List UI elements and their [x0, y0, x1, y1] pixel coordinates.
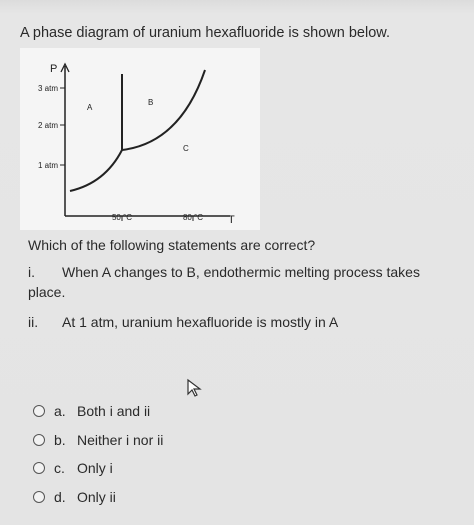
option-letter[interactable]: a. [54, 403, 66, 419]
region-label: B [148, 98, 153, 107]
radio-button[interactable] [33, 490, 45, 503]
statement-continuation: place. [28, 284, 66, 300]
y-tick-label: 2 atm [38, 121, 58, 130]
option-text[interactable]: Both i and ii [77, 403, 151, 419]
region-label: C [183, 144, 189, 153]
prompt: Which of the following statements are co… [28, 237, 316, 253]
vaporization-curve [121, 69, 206, 151]
radio-button[interactable] [33, 462, 45, 474]
diagram-background [20, 48, 260, 230]
sublimation-curve [69, 149, 123, 192]
option-letter[interactable]: d. [54, 488, 66, 505]
cursor [187, 378, 202, 397]
x-tick-label: 80 °C [183, 213, 203, 222]
y-tick-label: 1 atm [38, 161, 58, 170]
statement-text: At 1 atm, uranium hexafluoride is mostly… [62, 314, 339, 330]
intro: A phase diagram of uranium hexafluoride … [20, 25, 390, 41]
y-axis-label: P [50, 63, 57, 75]
region-label: A [87, 103, 93, 112]
option-text[interactable]: Only i [77, 460, 113, 476]
statement-text: When A changes to B, endothermic melting… [62, 264, 420, 280]
x-axis-label: T [228, 214, 235, 226]
radio-button[interactable] [33, 405, 45, 417]
y-arrow [60, 62, 70, 73]
statement-number: ii. [28, 314, 39, 330]
statement-number: i. [28, 264, 35, 280]
phase-diagram: P T 3 atm 2 atm 1 atm 50 °C 80 °C A B C [20, 48, 260, 230]
option-text[interactable]: Only ii [77, 488, 116, 505]
radio-button[interactable] [33, 433, 45, 446]
option-letter[interactable]: c. [54, 460, 65, 476]
x-tick-label: 50 °C [112, 213, 132, 222]
y-tick-label: 3 atm [38, 84, 58, 93]
option-letter[interactable]: b. [54, 431, 66, 448]
option-text[interactable]: Neither i nor ii [77, 431, 164, 448]
